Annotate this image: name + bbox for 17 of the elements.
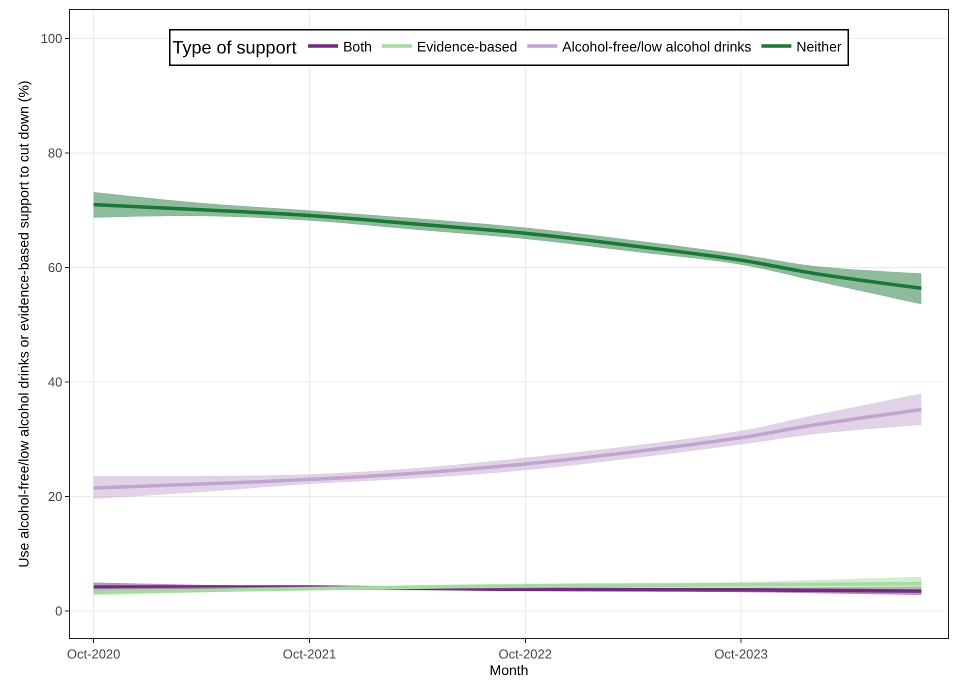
y-tick-label: 100 bbox=[40, 31, 62, 46]
legend-label: Alcohol-free/low alcohol drinks bbox=[562, 38, 752, 54]
y-tick-label: 0 bbox=[55, 604, 62, 619]
x-tick-label: Oct-2021 bbox=[282, 646, 336, 662]
x-tick-label: Oct-2022 bbox=[498, 646, 552, 662]
legend-label: Evidence-based bbox=[416, 38, 518, 54]
x-tick-label: Oct-2023 bbox=[714, 646, 768, 662]
y-tick-label: 60 bbox=[48, 260, 62, 276]
x-tick-label: Oct-2020 bbox=[66, 646, 120, 662]
y-tick-label: 80 bbox=[48, 146, 62, 161]
y-axis-title: Use alcohol-free/low alcohol drinks or evidence-based support to cut down (%) bbox=[15, 80, 32, 568]
y-tick-label: 40 bbox=[48, 374, 62, 390]
legend-title: Type of support bbox=[172, 38, 297, 58]
y-tick-label: 20 bbox=[48, 489, 62, 504]
legend-label: Neither bbox=[796, 38, 842, 54]
x-axis-title: Month bbox=[490, 662, 528, 678]
legend-label: Both bbox=[343, 38, 372, 54]
